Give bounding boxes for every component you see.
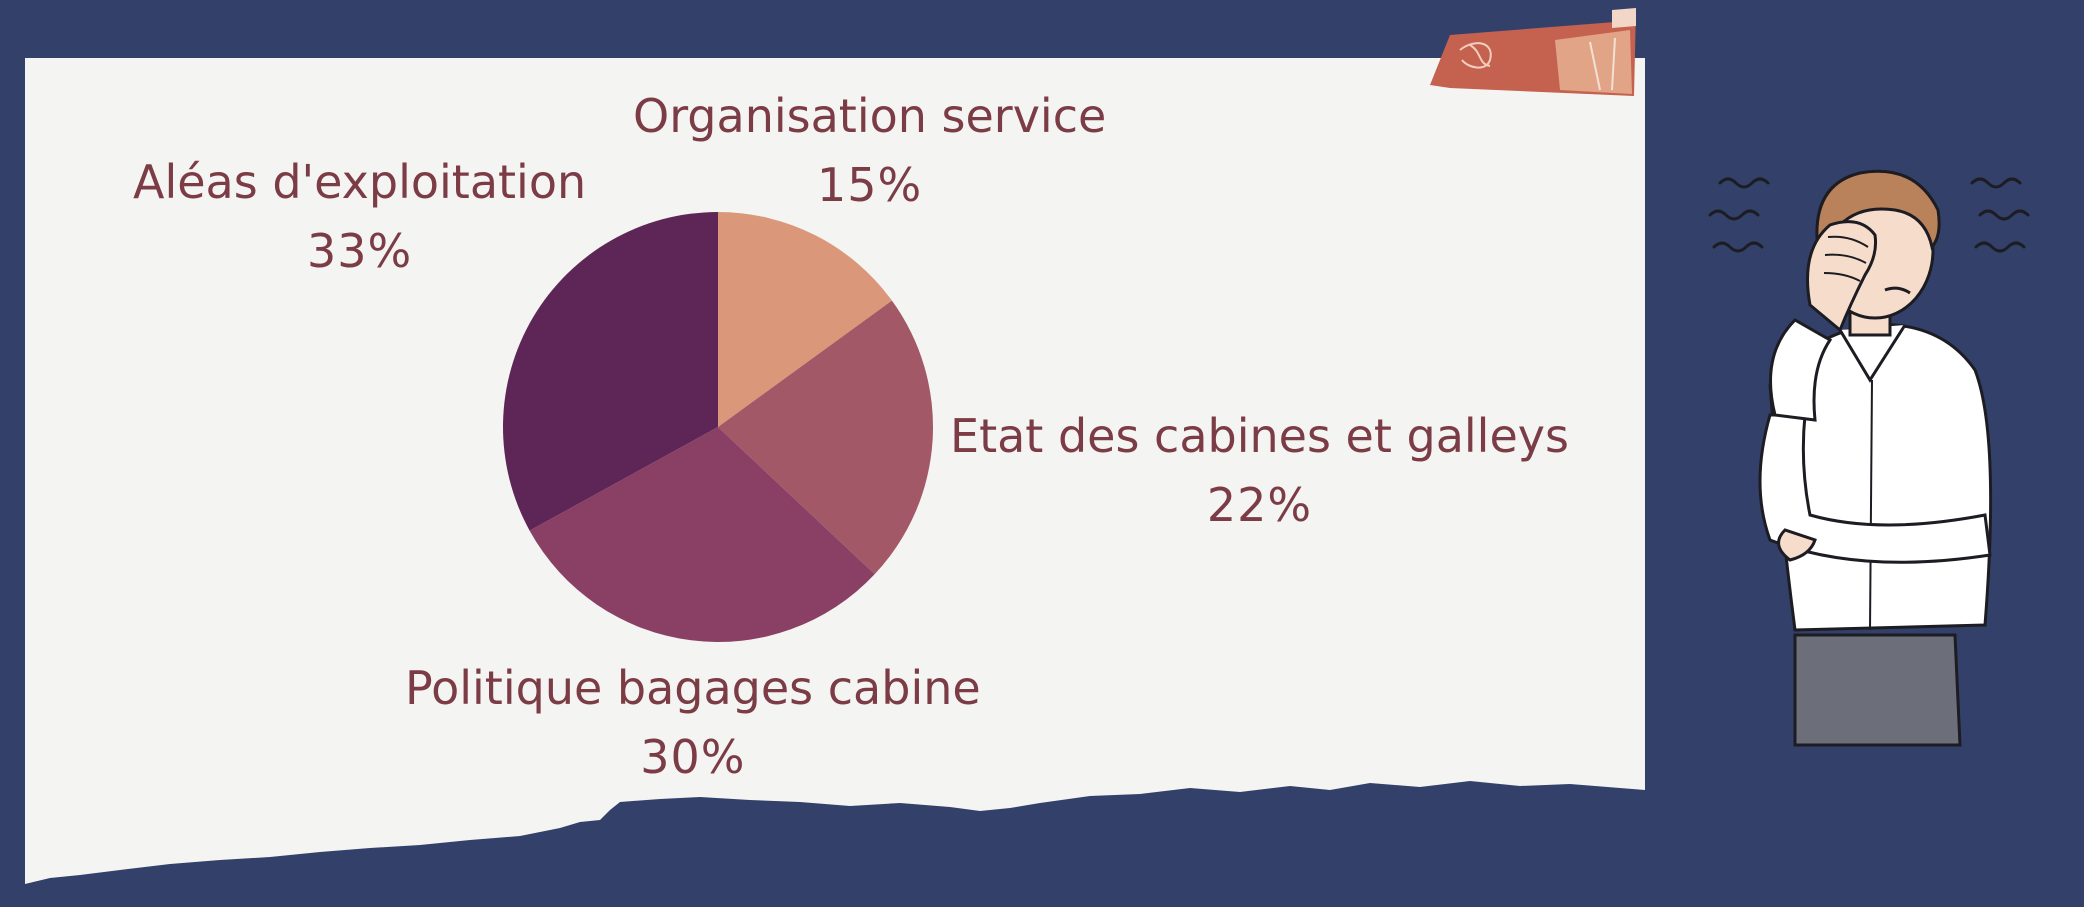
slice-value-politique-bagages: 30% (640, 730, 746, 784)
slice-value-aleas-exploitation: 33% (306, 224, 413, 278)
stressed-man-facepalm-icon (1708, 169, 2030, 747)
slice-value-organisation-service: 15% (817, 158, 923, 212)
pie-slice-al-as-d-exploitation (503, 212, 718, 531)
slice-label-aleas-exploitation: Aléas d'exploitation 33% (133, 148, 586, 286)
pie-slice-politique-bagages-cabine (529, 427, 875, 642)
slice-label-organisation-service: Organisation service 15% (633, 82, 1106, 220)
slice-label-politique-bagages: Politique bagages cabine 30% (405, 654, 981, 792)
pie-slice-etat-des-cabines-et-galleys (718, 300, 933, 575)
slice-value-etat-des-cabines: 22% (1206, 478, 1313, 532)
pie-slice-organisation-service (718, 212, 892, 427)
slice-label-etat-des-cabines: Etat des cabines et galleys 22% (950, 402, 1569, 540)
